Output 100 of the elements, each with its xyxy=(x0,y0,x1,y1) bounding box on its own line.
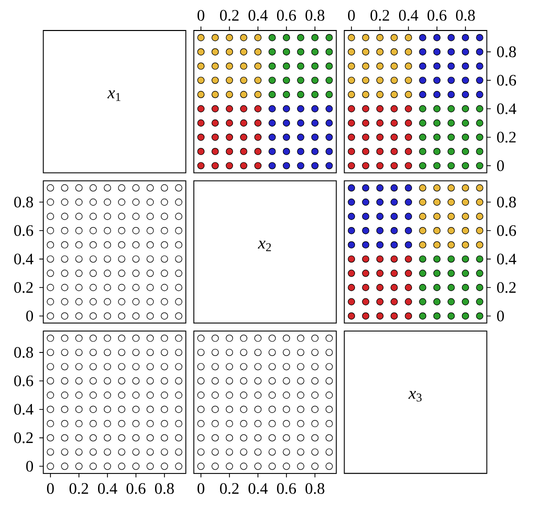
point xyxy=(197,76,205,84)
point xyxy=(476,184,484,192)
point xyxy=(390,255,398,263)
point xyxy=(448,34,455,42)
point xyxy=(254,162,262,170)
x-tick-label: 0.4 xyxy=(98,483,118,494)
point xyxy=(326,148,333,156)
point xyxy=(448,76,455,84)
point xyxy=(376,162,384,170)
point xyxy=(212,162,219,170)
point xyxy=(326,62,333,70)
point xyxy=(311,48,319,56)
point xyxy=(404,312,412,320)
point xyxy=(240,90,248,98)
point xyxy=(240,162,248,170)
point xyxy=(297,76,304,84)
point xyxy=(448,284,455,292)
point xyxy=(462,90,470,98)
point xyxy=(226,76,234,84)
point xyxy=(390,241,398,248)
point xyxy=(376,270,384,277)
point xyxy=(433,134,441,141)
point xyxy=(448,134,455,141)
point xyxy=(390,270,398,277)
point xyxy=(362,312,370,320)
point xyxy=(282,48,290,56)
x-tick-label: 0.6 xyxy=(126,483,146,494)
point xyxy=(419,148,426,156)
point xyxy=(390,226,398,234)
point xyxy=(348,105,356,112)
point xyxy=(311,119,319,127)
point xyxy=(404,270,412,277)
x-tick-label: 0 xyxy=(348,10,355,21)
point xyxy=(376,105,384,112)
point xyxy=(390,76,398,84)
point xyxy=(282,76,290,84)
point xyxy=(376,119,384,127)
point xyxy=(362,34,370,42)
point xyxy=(240,105,248,112)
point xyxy=(448,162,455,170)
point xyxy=(476,198,484,206)
point xyxy=(448,270,455,277)
point xyxy=(268,90,276,98)
y-tick-label: 0.6 xyxy=(14,225,34,236)
point xyxy=(212,119,219,127)
point xyxy=(348,119,356,127)
point xyxy=(362,284,370,292)
point xyxy=(404,162,412,170)
y-tick-label: 0 xyxy=(26,460,33,472)
point xyxy=(226,162,234,170)
point xyxy=(362,148,370,156)
point xyxy=(476,212,484,220)
point xyxy=(419,62,426,70)
point xyxy=(404,48,412,56)
point xyxy=(226,90,234,98)
point xyxy=(462,119,470,127)
point xyxy=(433,241,441,248)
point xyxy=(226,62,234,70)
point xyxy=(404,241,412,248)
point xyxy=(282,162,290,170)
point xyxy=(362,62,370,70)
point xyxy=(240,76,248,84)
point xyxy=(404,119,412,127)
point xyxy=(268,119,276,127)
point xyxy=(390,184,398,192)
point xyxy=(462,134,470,141)
point xyxy=(376,212,384,220)
point xyxy=(212,134,219,141)
point xyxy=(268,34,276,42)
point xyxy=(254,62,262,70)
point xyxy=(476,241,484,248)
point xyxy=(390,198,398,206)
point xyxy=(419,284,426,292)
point xyxy=(212,90,219,98)
point xyxy=(348,312,356,320)
point xyxy=(348,226,356,234)
point xyxy=(282,119,290,127)
point xyxy=(462,255,470,263)
y-tick-label: 0.8 xyxy=(14,347,33,358)
point xyxy=(348,198,356,206)
y-tick-label: 0.4 xyxy=(497,103,516,114)
point xyxy=(362,162,370,170)
point xyxy=(433,162,441,170)
point xyxy=(419,312,426,320)
point xyxy=(433,284,441,292)
point xyxy=(433,212,441,220)
point xyxy=(476,312,484,320)
point xyxy=(476,76,484,84)
point xyxy=(419,270,426,277)
point xyxy=(212,76,219,84)
point xyxy=(462,76,470,84)
point xyxy=(404,90,412,98)
y-tick-label: 0.4 xyxy=(14,254,34,264)
y-tick-label: 0.4 xyxy=(497,254,516,264)
point xyxy=(348,255,356,263)
point xyxy=(433,312,441,320)
point xyxy=(476,162,484,170)
point xyxy=(268,148,276,156)
point xyxy=(419,298,426,306)
point xyxy=(476,284,484,292)
